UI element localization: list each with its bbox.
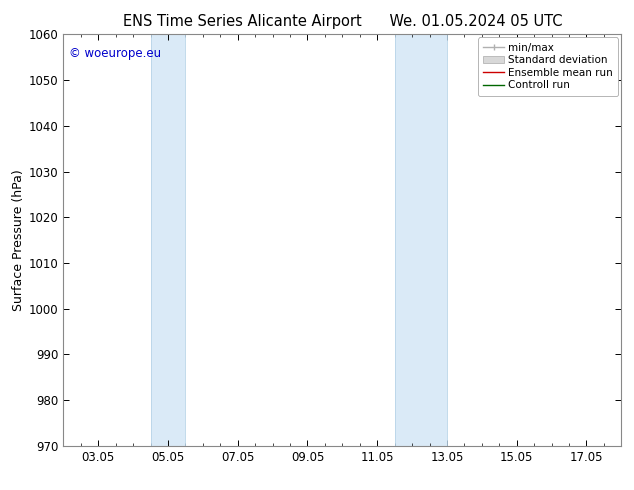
Title: ENS Time Series Alicante Airport      We. 01.05.2024 05 UTC: ENS Time Series Alicante Airport We. 01.…: [122, 14, 562, 29]
Legend: min/max, Standard deviation, Ensemble mean run, Controll run: min/max, Standard deviation, Ensemble me…: [478, 37, 618, 96]
Text: © woeurope.eu: © woeurope.eu: [69, 47, 161, 60]
Bar: [394, 34, 447, 446]
Bar: [150, 34, 185, 446]
Y-axis label: Surface Pressure (hPa): Surface Pressure (hPa): [11, 169, 25, 311]
